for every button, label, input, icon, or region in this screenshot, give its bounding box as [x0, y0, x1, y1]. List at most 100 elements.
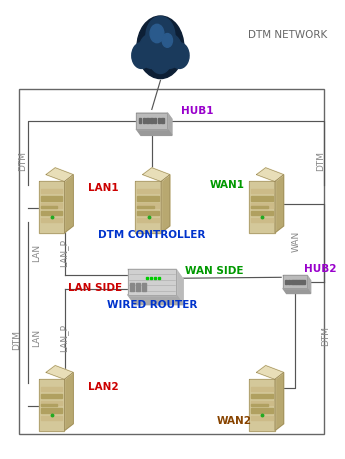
Polygon shape: [39, 182, 65, 233]
Bar: [142, 284, 146, 291]
Bar: [296, 280, 299, 284]
Polygon shape: [128, 269, 176, 295]
Polygon shape: [135, 182, 161, 233]
Bar: [299, 280, 302, 284]
Bar: [154, 119, 156, 124]
Text: DTM: DTM: [322, 325, 331, 345]
Circle shape: [137, 17, 184, 79]
Text: DTM: DTM: [316, 151, 325, 171]
Bar: [294, 280, 296, 284]
Polygon shape: [137, 190, 159, 194]
Polygon shape: [251, 394, 273, 398]
Bar: [288, 280, 290, 284]
Text: WAN1: WAN1: [210, 180, 245, 190]
Bar: [161, 119, 164, 124]
Polygon shape: [137, 197, 159, 201]
Bar: [158, 119, 160, 124]
Polygon shape: [251, 409, 273, 413]
Polygon shape: [256, 366, 284, 380]
Circle shape: [146, 17, 175, 56]
Polygon shape: [251, 401, 273, 406]
Text: LAN_P: LAN_P: [59, 239, 68, 266]
Text: LAN_P: LAN_P: [59, 324, 68, 351]
Polygon shape: [46, 168, 73, 182]
Bar: [251, 207, 268, 208]
Polygon shape: [249, 182, 275, 233]
Bar: [143, 119, 145, 124]
Polygon shape: [137, 211, 159, 215]
Polygon shape: [136, 114, 167, 129]
Circle shape: [156, 34, 182, 69]
Text: LAN1: LAN1: [88, 182, 119, 192]
Polygon shape: [251, 218, 273, 223]
Circle shape: [150, 25, 164, 44]
Polygon shape: [137, 204, 159, 208]
Polygon shape: [46, 366, 73, 380]
Polygon shape: [128, 295, 183, 305]
Bar: [146, 119, 149, 124]
Polygon shape: [65, 175, 73, 233]
Polygon shape: [275, 373, 284, 431]
Circle shape: [139, 34, 165, 69]
Polygon shape: [142, 168, 170, 182]
Polygon shape: [167, 114, 172, 136]
Text: WAN: WAN: [292, 230, 301, 252]
Text: WAN SIDE: WAN SIDE: [185, 266, 243, 276]
Polygon shape: [307, 276, 311, 294]
Polygon shape: [251, 387, 273, 392]
Polygon shape: [41, 394, 62, 398]
Polygon shape: [275, 175, 284, 233]
Polygon shape: [283, 276, 311, 281]
Polygon shape: [283, 276, 307, 289]
Polygon shape: [176, 269, 183, 305]
Polygon shape: [41, 387, 62, 392]
Circle shape: [162, 34, 172, 48]
Polygon shape: [41, 415, 62, 420]
Polygon shape: [39, 380, 65, 431]
Polygon shape: [41, 190, 62, 194]
Circle shape: [132, 44, 151, 69]
Polygon shape: [251, 211, 273, 215]
Polygon shape: [137, 218, 159, 223]
Bar: [285, 280, 287, 284]
Polygon shape: [136, 114, 172, 120]
Polygon shape: [251, 415, 273, 420]
Text: DTM: DTM: [12, 330, 21, 350]
Text: LAN: LAN: [32, 328, 41, 347]
Circle shape: [170, 44, 189, 69]
Bar: [41, 207, 57, 208]
Circle shape: [149, 45, 171, 74]
Text: LAN: LAN: [32, 243, 41, 262]
Polygon shape: [283, 289, 311, 294]
Text: DTM CONTROLLER: DTM CONTROLLER: [98, 229, 206, 239]
Text: LAN SIDE: LAN SIDE: [68, 283, 122, 293]
Text: HUB2: HUB2: [304, 263, 336, 274]
Polygon shape: [251, 204, 273, 208]
Text: HUB1: HUB1: [181, 106, 214, 116]
Polygon shape: [136, 129, 172, 136]
Polygon shape: [41, 218, 62, 223]
Polygon shape: [251, 190, 273, 194]
Polygon shape: [41, 211, 62, 215]
Bar: [251, 404, 268, 406]
Text: WAN2: WAN2: [217, 415, 252, 425]
Bar: [302, 280, 305, 284]
Polygon shape: [256, 168, 284, 182]
Polygon shape: [41, 409, 62, 413]
Text: DTM NETWORK: DTM NETWORK: [248, 29, 328, 39]
Polygon shape: [41, 197, 62, 201]
Bar: [290, 280, 293, 284]
Bar: [150, 119, 152, 124]
Text: LAN2: LAN2: [88, 381, 119, 392]
Polygon shape: [41, 401, 62, 406]
Polygon shape: [161, 175, 170, 233]
Bar: [136, 284, 140, 291]
Polygon shape: [65, 373, 73, 431]
Text: WIRED ROUTER: WIRED ROUTER: [107, 300, 197, 310]
Polygon shape: [128, 269, 183, 280]
Bar: [139, 119, 141, 124]
Bar: [41, 404, 57, 406]
Bar: [130, 284, 134, 291]
Polygon shape: [251, 197, 273, 201]
Bar: [137, 207, 154, 208]
